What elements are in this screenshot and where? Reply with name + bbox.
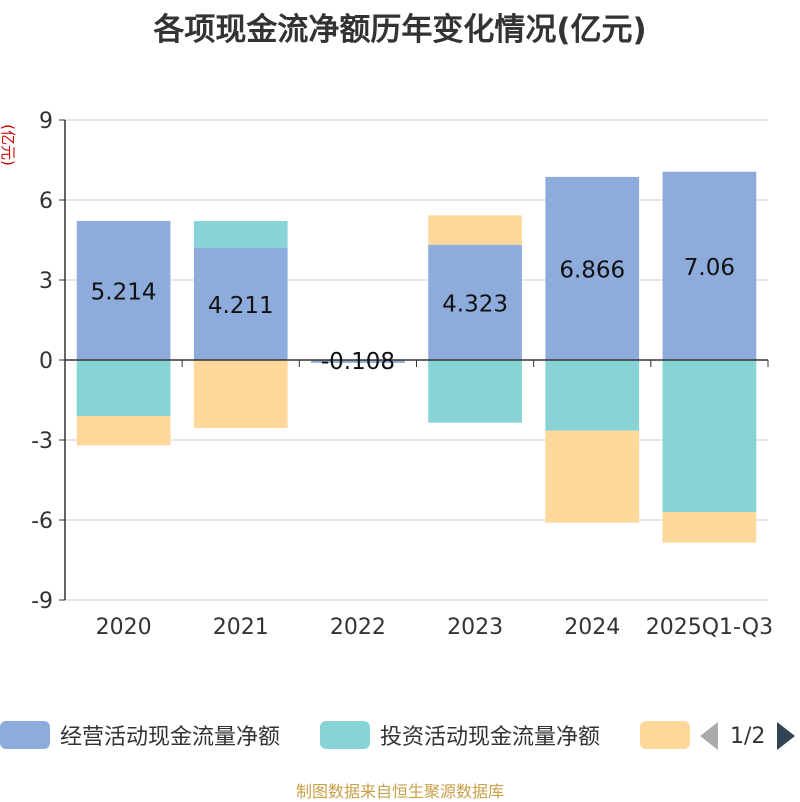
y-tick-label: 0	[39, 349, 53, 374]
axes: 9 6 3 0 -3 -6 -9 2020 2021 2022 2023 2024 2025Q1-Q3	[31, 109, 773, 640]
next-page-icon[interactable]	[777, 722, 796, 750]
data-label: 4.211	[208, 293, 274, 319]
bar-2025Q1-Q3-series-0	[662, 171, 757, 360]
legend-swatch	[0, 721, 50, 749]
x-tick-label: 2025Q1-Q3	[646, 615, 773, 640]
y-tick-label: 9	[39, 109, 53, 134]
bar-2023-series-0	[428, 244, 522, 360]
bar-2024-series-0	[545, 176, 640, 360]
x-tick-label: 2024	[564, 615, 620, 640]
legend-swatch	[640, 721, 690, 749]
bar-2023-series-2	[428, 215, 522, 245]
bar-2021-series-1	[193, 221, 288, 248]
bar-2024-series-2	[545, 430, 640, 523]
x-tick-label: 2023	[447, 615, 503, 640]
data-label: 7.06	[684, 255, 735, 281]
bar-2023-series-1	[428, 360, 522, 423]
chart-title: 各项现金流净额历年变化情况(亿元)	[153, 12, 647, 48]
source-note: 制图数据来自恒生聚源数据库	[295, 782, 504, 801]
bar-2020-series-0	[76, 220, 171, 360]
bars	[76, 171, 757, 543]
prev-page-icon[interactable]	[700, 722, 718, 750]
legend-label: 经营活动现金流量净额	[60, 725, 281, 750]
bar-2021-series-2	[193, 360, 288, 428]
x-tick-label: 2022	[330, 615, 386, 640]
gridlines	[65, 119, 768, 601]
y-tick-label: -9	[31, 589, 53, 614]
y-tick-label: -3	[31, 429, 53, 454]
bar-2024-series-1	[545, 360, 640, 431]
bar-2020-series-2	[76, 416, 171, 446]
y-tick-label: 3	[39, 269, 53, 294]
legend-item-investing[interactable]: 投资活动现金流量净额	[320, 720, 600, 750]
legend-swatch	[320, 721, 370, 749]
y-axis-label: (亿元)	[0, 124, 17, 166]
legend: 经营活动现金流量净额 投资活动现金流量净额 1/2	[0, 716, 800, 756]
data-labels: 5.214 4.211 -0.108 4.323 6.866 7.06	[91, 255, 735, 375]
y-tick-label: -6	[31, 509, 53, 534]
legend-label: 投资活动现金流量净额	[380, 725, 601, 750]
legend-pager: 1/2	[700, 720, 796, 752]
bar-2025Q1-Q3-series-2	[662, 512, 757, 543]
legend-page-indicator: 1/2	[730, 723, 766, 749]
bar-2022-series-0	[311, 360, 405, 363]
bar-2020-series-1	[76, 360, 171, 416]
legend-item-financing[interactable]	[640, 720, 700, 750]
data-label: 5.214	[91, 279, 157, 305]
data-label: 6.866	[559, 257, 625, 283]
legend-item-operating[interactable]: 经营活动现金流量净额	[0, 720, 280, 750]
data-label: -0.108	[321, 349, 395, 375]
x-tick-label: 2020	[96, 615, 152, 640]
x-tick-label: 2021	[213, 615, 269, 640]
y-tick-label: 6	[39, 189, 53, 214]
bar-2025Q1-Q3-series-1	[662, 360, 757, 512]
bar-2021-series-0	[193, 247, 288, 360]
data-label: 4.323	[442, 291, 508, 317]
